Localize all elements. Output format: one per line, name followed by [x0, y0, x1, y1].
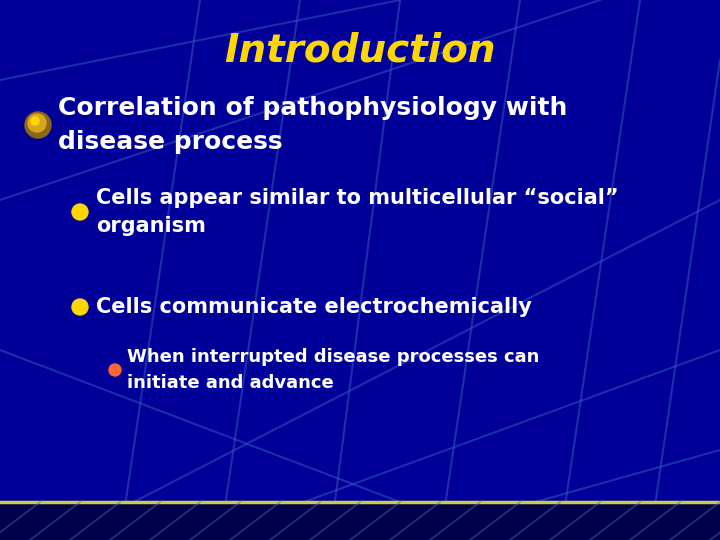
Text: When interrupted disease processes can
initiate and advance: When interrupted disease processes can i…	[127, 348, 539, 392]
Text: Introduction: Introduction	[224, 31, 496, 69]
Text: Correlation of pathophysiology with
disease process: Correlation of pathophysiology with dise…	[58, 96, 567, 154]
Circle shape	[25, 112, 51, 138]
Text: Cells appear similar to multicellular “social”
organism: Cells appear similar to multicellular “s…	[96, 188, 618, 236]
Circle shape	[109, 364, 121, 376]
Circle shape	[72, 204, 88, 220]
Circle shape	[28, 114, 46, 132]
Circle shape	[72, 299, 88, 315]
Text: Cells communicate electrochemically: Cells communicate electrochemically	[96, 297, 532, 317]
Bar	[0, 502, 720, 540]
Circle shape	[31, 117, 39, 125]
